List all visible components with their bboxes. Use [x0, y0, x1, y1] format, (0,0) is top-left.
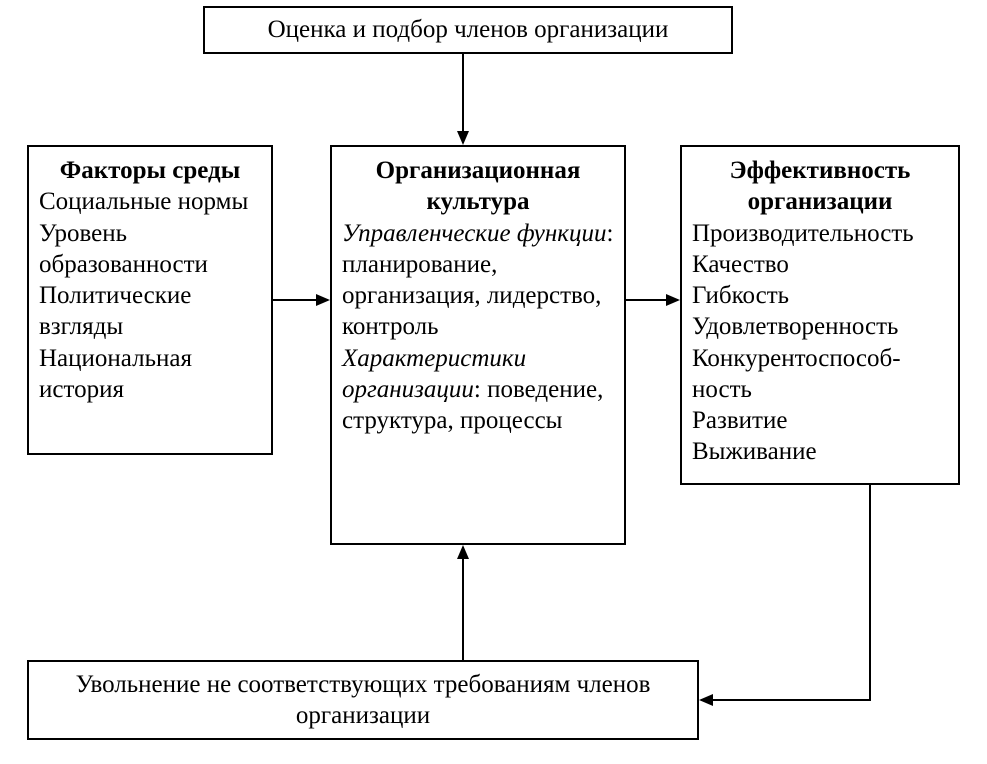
- node-right-line: Качество: [692, 251, 789, 278]
- node-right-body: Производительность Качество Гибкость Удо…: [692, 218, 948, 468]
- node-top: Оценка и подбор членов организации: [203, 6, 733, 54]
- node-center-body: Управленческие функции: планирование, ор…: [342, 218, 614, 437]
- node-right-title: Эффективность организации: [692, 155, 948, 218]
- node-center-seg: планирование, организация, лидерство, ко…: [342, 251, 601, 341]
- node-left-title: Факторы среды: [39, 155, 261, 186]
- node-right-line: Удовлетворенность: [692, 313, 898, 340]
- node-right: Эффективность организации Производительн…: [680, 145, 960, 485]
- node-left-line: Социальные нормы: [39, 188, 248, 215]
- node-left: Факторы среды Социальные нормы Уровень о…: [27, 145, 273, 455]
- node-center: Организационная культура Управленческие …: [330, 145, 626, 545]
- node-center-seg: :: [606, 220, 613, 247]
- node-left-line: Национальная история: [39, 345, 192, 403]
- node-right-line: Гибкость: [692, 282, 789, 309]
- node-left-line: Политические взгляды: [39, 282, 191, 340]
- node-bottom: Увольнение не соответствующих требования…: [27, 660, 699, 740]
- node-left-body: Социальные нормы Уровень образованности …: [39, 186, 261, 405]
- node-right-line: Конкурентоспособ-: [692, 345, 901, 372]
- node-left-line: Уровень образованности: [39, 220, 208, 278]
- node-center-title: Организационная культура: [342, 155, 614, 218]
- node-right-line: ность: [692, 376, 752, 403]
- node-right-line: Выживание: [692, 438, 817, 465]
- node-right-line: Производительность: [692, 220, 914, 247]
- diagram-canvas: Оценка и подбор членов организации Факто…: [0, 0, 987, 764]
- node-center-seg: Управленческие функции: [342, 220, 606, 247]
- node-center-seg: :: [474, 376, 481, 403]
- edge-right-bottom: [701, 485, 870, 700]
- node-right-line: Развитие: [692, 407, 787, 434]
- node-bottom-body: Увольнение не соответствующих требования…: [39, 669, 687, 732]
- node-top-title: Оценка и подбор членов организации: [268, 14, 669, 45]
